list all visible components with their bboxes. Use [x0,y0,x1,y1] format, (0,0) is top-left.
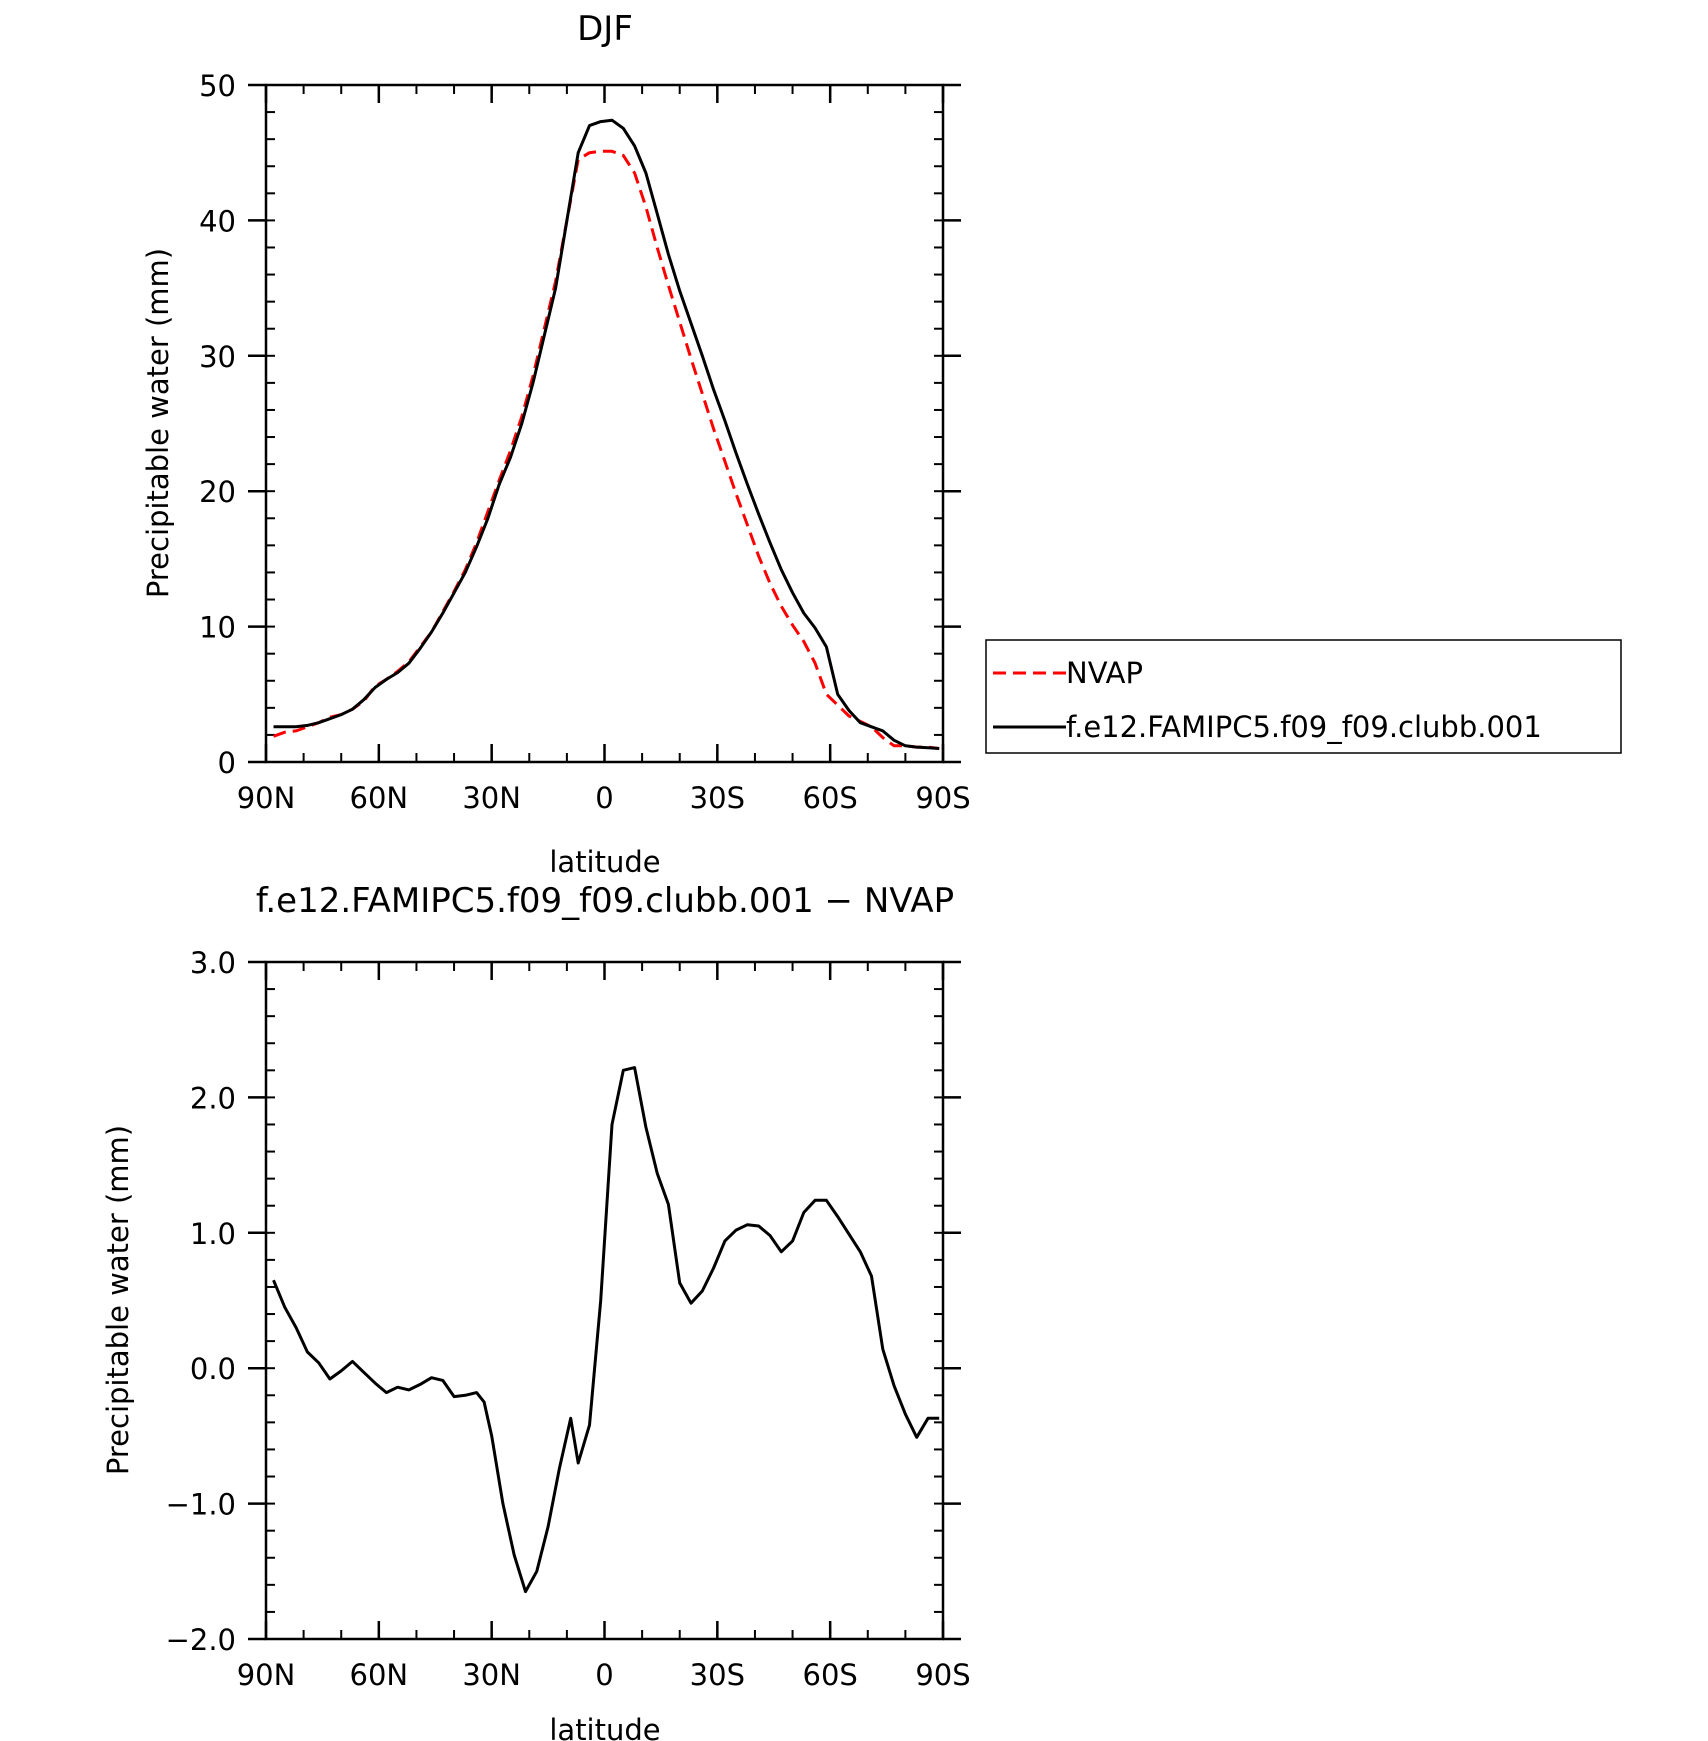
top-ticks: 90N 60N 30N 0 30S 60S 90S 0 10 20 30 40 50 [199,69,971,815]
bottom-panel: f.e12.FAMIPC5.f09_f09.clubb.001 − NVAP 9… [101,881,971,1741]
top-x-tick-label: 0 [595,781,613,815]
top-chart-title: DJF [577,9,633,49]
top-x-tick-label: 60S [803,781,858,815]
top-y-tick-label: 10 [199,611,236,645]
bottom-series-line-difference [272,1066,940,1594]
bottom-y-tick-label: 2.0 [190,1081,236,1115]
legend-box [985,639,1622,754]
top-series-lines [272,118,940,750]
top-y-tick-label: 0 [218,746,236,780]
top-y-tick-label: 50 [199,69,236,103]
bottom-y-tick-label: 1.0 [190,1217,236,1251]
bottom-plot-frame [264,960,945,1641]
top-x-tick-label: 90N [237,781,296,815]
legend-model-label: f.e12.FAMIPC5.f09_f09.clubb.001 [1066,710,1542,744]
top-x-tick-label: 30S [690,781,745,815]
bottom-y-tick-label: 0.0 [190,1352,236,1386]
top-x-tick-label: 60N [350,781,409,815]
top-series-line-nvap [272,149,940,750]
top-y-axis-label: Precipitable water (mm) [141,248,175,598]
bottom-x-axis-label: latitude [549,1713,660,1741]
bottom-series-lines [272,1066,940,1594]
bottom-x-tick-label: 0 [595,1658,613,1692]
bottom-y-tick-label: 3.0 [190,946,236,980]
top-plot-frame [264,83,945,764]
legend: NVAP f.e12.FAMIPC5.f09_f09.clubb.001 [985,639,1622,754]
bottom-y-axis-label: Precipitable water (mm) [101,1125,135,1475]
bottom-x-tick-label: 90N [237,1658,296,1692]
bottom-ticks: 90N 60N 30N 0 30S 60S 90S −2.0 −1.0 0.0 1.0 2.0 3.0 [166,946,971,1692]
bottom-x-tick-label: 60S [803,1658,858,1692]
bottom-x-tick-label: 30S [690,1658,745,1692]
bottom-x-tick-label: 90S [915,1658,970,1692]
top-panel: DJF 90N 60N 30N 0 30S 60S 90S 0 10 20 30 40 50 latit… [141,9,1622,879]
bottom-x-tick-label: 30N [462,1658,521,1692]
top-y-tick-label: 40 [199,204,236,238]
bottom-y-tick-label: −1.0 [166,1488,236,1522]
top-series-line-model [273,118,940,750]
top-x-tick-label: 30N [462,781,521,815]
bottom-chart-title: f.e12.FAMIPC5.f09_f09.clubb.001 − NVAP [256,881,954,921]
bottom-x-tick-label: 60N [350,1658,409,1692]
bottom-y-tick-label: −2.0 [166,1623,236,1657]
top-x-tick-label: 90S [915,781,970,815]
top-x-axis-label: latitude [549,845,660,879]
top-y-tick-label: 20 [199,475,236,509]
top-y-tick-label: 30 [199,340,236,374]
legend-nvap-label: NVAP [1066,656,1143,690]
